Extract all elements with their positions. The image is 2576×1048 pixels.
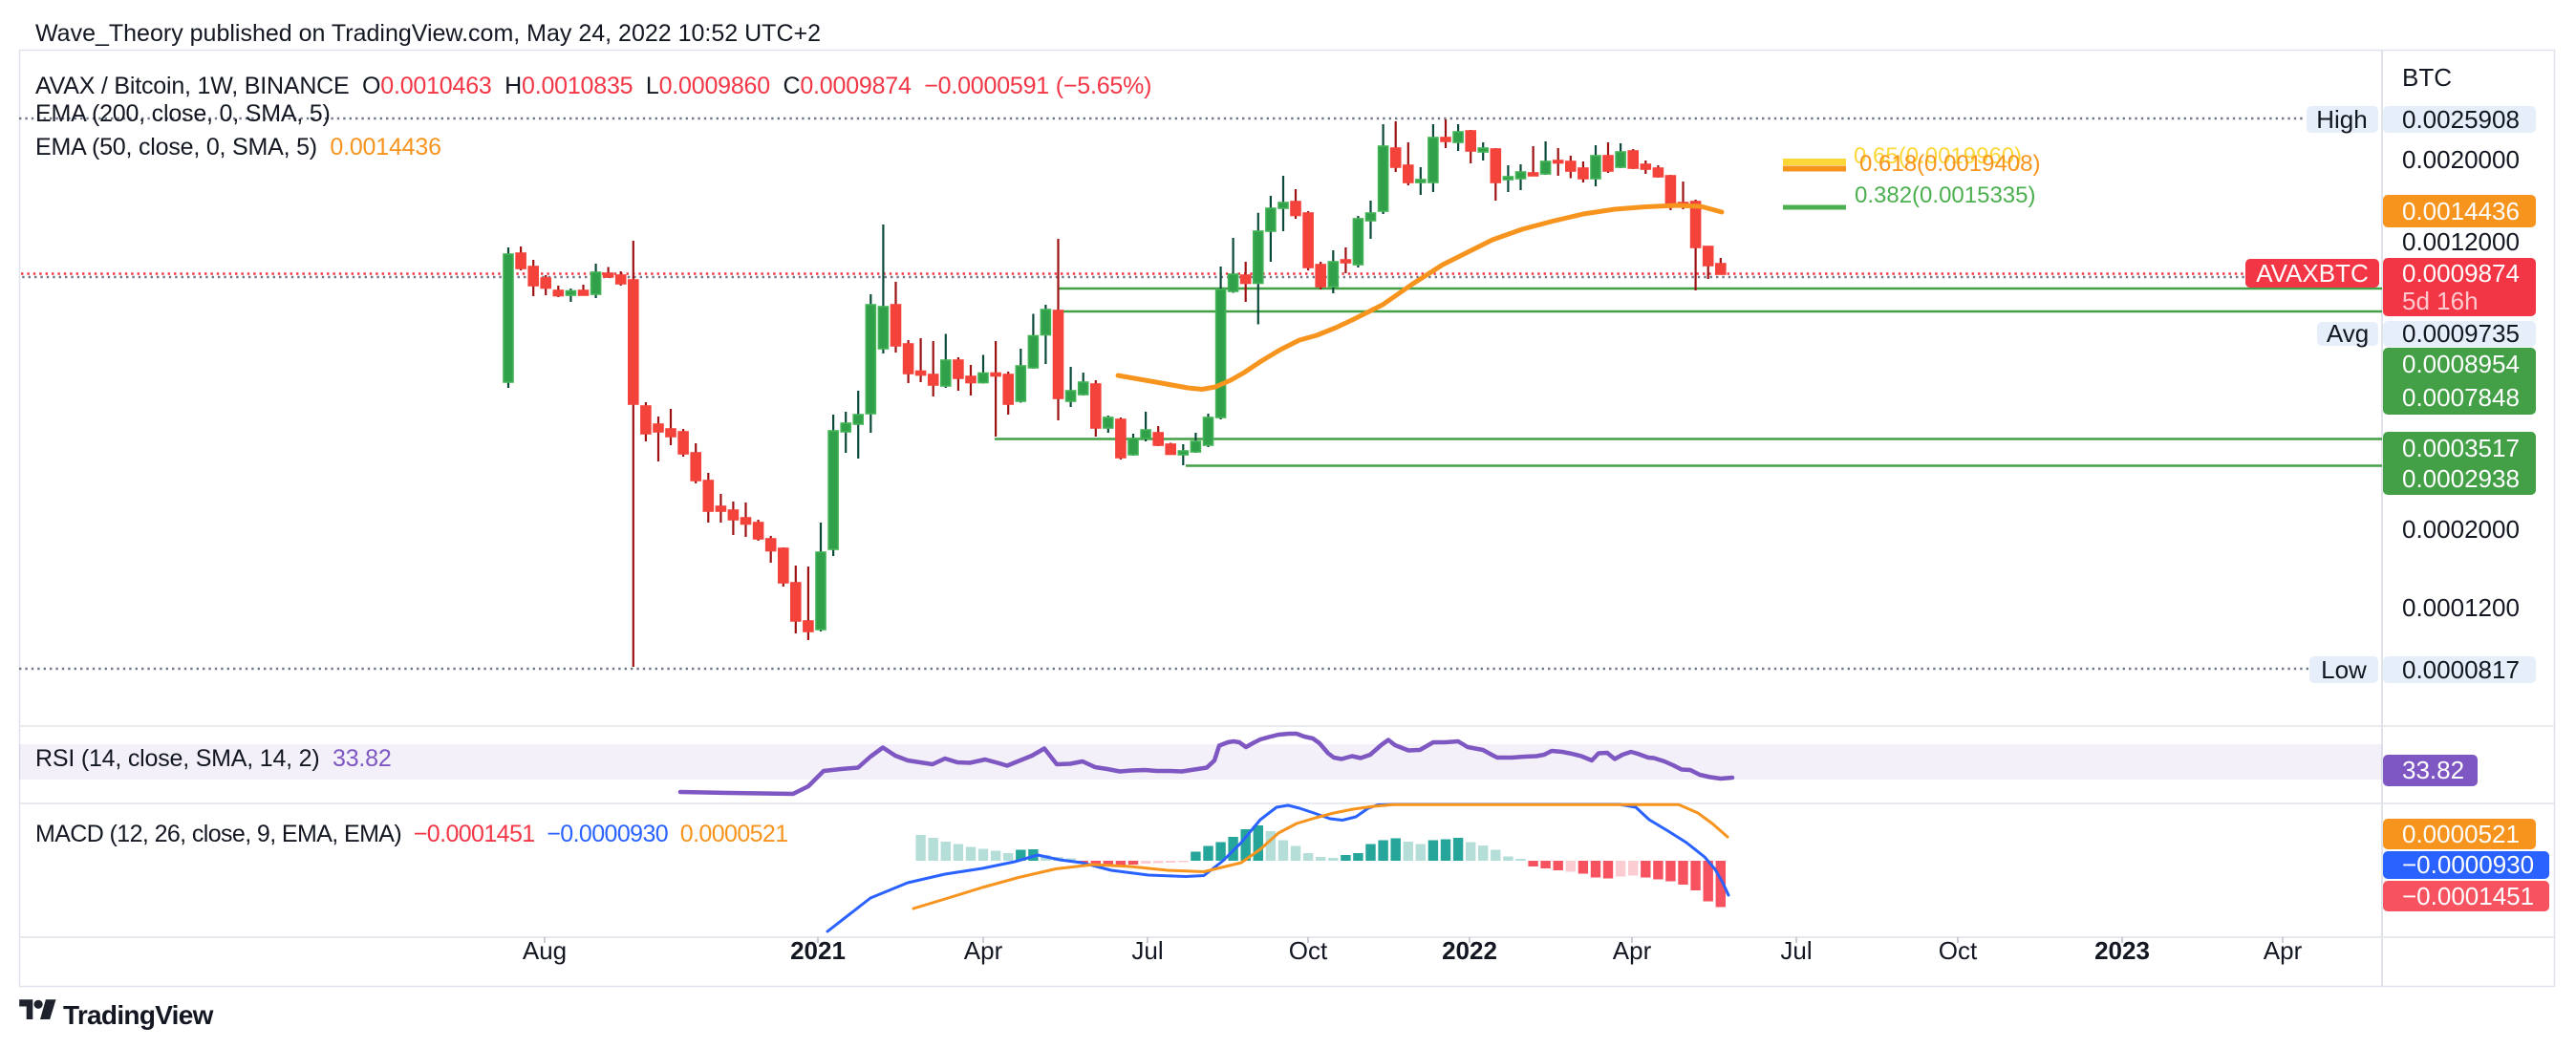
svg-text:TradingView: TradingView [63,1000,214,1030]
svg-text:Avg: Avg [2327,319,2369,348]
svg-text:0.0000817: 0.0000817 [2402,655,2520,684]
svg-text:0.0014436: 0.0014436 [2402,197,2520,225]
svg-text:High: High [2316,105,2367,134]
svg-text:0.0025908: 0.0025908 [2402,105,2520,134]
svg-text:0.0009735: 0.0009735 [2402,319,2520,348]
svg-text:Wave_Theory published on Tradi: Wave_Theory published on TradingView.com… [35,20,821,47]
svg-text:MACD (12, 26, close, 9, EMA, E: MACD (12, 26, close, 9, EMA, EMA) −0.000… [35,821,788,847]
svg-text:EMA (200, close, 0, SMA, 5): EMA (200, close, 0, SMA, 5) [35,100,331,127]
svg-text:0.618(0.0019408): 0.618(0.0019408) [1859,151,2041,177]
svg-text:5d 16h: 5d 16h [2402,287,2479,315]
svg-text:0.0020000: 0.0020000 [2402,145,2520,174]
svg-text:Low: Low [2321,655,2367,684]
svg-text:0.0007848: 0.0007848 [2402,383,2520,412]
svg-text:0.0000521: 0.0000521 [2402,820,2520,848]
svg-text:EMA (50, close, 0, SMA, 5) 0.: EMA (50, close, 0, SMA, 5) 0.0014436 [35,134,441,160]
svg-text:33.82: 33.82 [2402,756,2464,784]
svg-text:−0.0000930: −0.0000930 [2402,850,2534,879]
svg-text:RSI (14, close, SMA, 14, 2) 3: RSI (14, close, SMA, 14, 2) 33.82 [35,745,392,772]
svg-text:0.0008954: 0.0008954 [2402,350,2520,378]
svg-text:0.65(0.0019960): 0.65(0.0019960) [1854,143,2022,169]
svg-text:0.382(0.0015335): 0.382(0.0015335) [1855,182,2036,208]
svg-text:AVAX / Bitcoin, 1W, BINANCE O: AVAX / Bitcoin, 1W, BINANCE O0.0010463 H… [35,73,1151,99]
svg-text:0.0002938: 0.0002938 [2402,464,2520,493]
svg-text:BTC: BTC [2402,63,2452,92]
svg-text:0.0003517: 0.0003517 [2402,434,2520,462]
svg-text:AVAXBTC: AVAXBTC [2256,259,2369,288]
svg-text:0.0001200: 0.0001200 [2402,593,2520,622]
svg-text:0.0002000: 0.0002000 [2402,515,2520,544]
svg-text:−0.0001451: −0.0001451 [2402,882,2534,910]
svg-text:0.0009874: 0.0009874 [2402,259,2520,288]
svg-text:0.0012000: 0.0012000 [2402,227,2520,256]
